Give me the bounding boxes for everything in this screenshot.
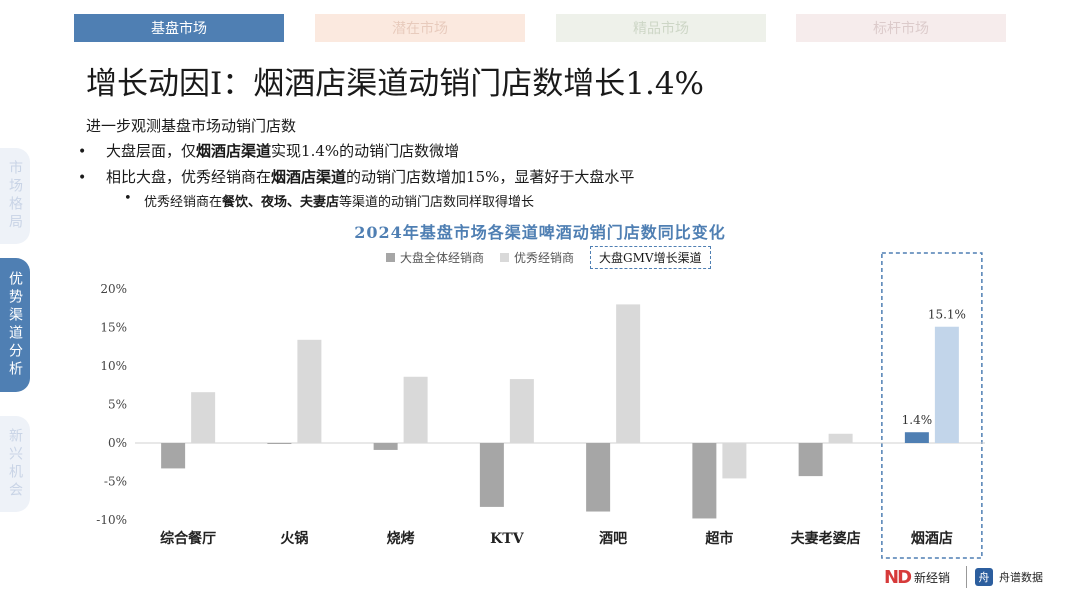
- tab-label: 潜在市场: [392, 21, 448, 37]
- y-tick-label: -5%: [104, 475, 127, 489]
- y-tick-label: 20%: [100, 282, 127, 296]
- bullet-bold: 烟酒店渠道: [271, 168, 347, 186]
- side-tab-label: 市场格局: [7, 160, 23, 232]
- nd-logo-icon: ND: [884, 566, 912, 588]
- tab-potential-market[interactable]: 潜在市场: [315, 14, 525, 42]
- data-label: 1.4%: [902, 413, 933, 427]
- bar-top-dealers: [828, 433, 853, 443]
- bar-all-dealers: [479, 443, 504, 507]
- x-category-label: KTV: [490, 531, 525, 547]
- bar-all-dealers: [161, 443, 186, 469]
- x-category-label: 酒吧: [599, 531, 627, 547]
- tab-benchmark-market[interactable]: 标杆市场: [796, 14, 1006, 42]
- legend-item-top-dealers: 优秀经销商: [500, 249, 574, 266]
- legend-swatch: [386, 253, 395, 262]
- bullet-bold: 餐饮、夜场、夫妻店: [222, 195, 340, 210]
- x-category-label: 夫妻老婆店: [791, 530, 861, 547]
- page-title: 增长动因I：烟酒店渠道动销门店数增长1.4%: [86, 66, 705, 102]
- legend-item-all-dealers: 大盘全体经销商: [386, 249, 484, 266]
- logo-divider: [966, 566, 968, 588]
- bar-top-dealers: [191, 392, 216, 443]
- x-category-label: 烧烤: [387, 530, 415, 547]
- bullet-item: • 大盘层面，仅烟酒店渠道实现1.4%的动销门店数微增: [78, 140, 634, 166]
- bullet-text: 优秀经销商在: [144, 195, 223, 210]
- legend-swatch: [500, 253, 510, 262]
- y-tick-label: 10%: [100, 359, 127, 373]
- legend-highlight-box: 大盘GMV增长渠道: [590, 246, 711, 269]
- bar-all-dealers: [586, 443, 611, 512]
- side-tab-market-landscape[interactable]: 市场格局: [0, 148, 30, 244]
- bullet-text: 大盘层面，仅: [106, 142, 197, 160]
- bullet-bold: 烟酒店渠道: [196, 142, 272, 160]
- intro-text: 进一步观测基盘市场动销门店数: [86, 117, 297, 135]
- legend-label: 大盘全体经销商: [400, 251, 485, 265]
- bar-top-dealers: [297, 339, 322, 443]
- bar-all-dealers: [373, 443, 398, 450]
- bar-all-dealers: [267, 443, 292, 444]
- x-category-label: 超市: [704, 530, 733, 547]
- bullet-item: • 相比大盘，优秀经销商在烟酒店渠道的动销门店数增加15%，显著好于大盘水平: [78, 166, 634, 192]
- market-tabs: 基盘市场 潜在市场 精品市场 标杆市场: [74, 14, 1006, 42]
- x-category-label: 综合餐厅: [160, 530, 216, 547]
- bullet-list: • 大盘层面，仅烟酒店渠道实现1.4%的动销门店数微增 • 相比大盘，优秀经销商…: [78, 140, 634, 192]
- y-tick-label: 5%: [108, 398, 127, 412]
- tab-label: 基盘市场: [151, 21, 207, 37]
- y-tick-label: 0%: [108, 436, 127, 450]
- zhoupu-logo-icon: 舟: [975, 568, 994, 586]
- chart-title: 2024年基盘市场各渠道啤酒动销门店数同比变化: [354, 223, 726, 242]
- bullet-text: 实现1.4%的动销门店数微增: [271, 142, 460, 160]
- bullet-text: 相比大盘，优秀经销商在: [106, 168, 272, 186]
- bar-top-dealers: [509, 379, 534, 443]
- x-category-label: 烟酒店: [911, 530, 953, 547]
- highlight-box: [881, 252, 983, 559]
- x-category-label: 火锅: [280, 531, 308, 547]
- legend-label: 优秀经销商: [514, 251, 575, 265]
- bullet-dot: •: [78, 144, 87, 160]
- tab-label: 精品市场: [633, 21, 689, 37]
- bullet-dot: •: [124, 191, 132, 206]
- side-tab-new-opportunities[interactable]: 新兴机会: [0, 416, 30, 512]
- bar-top-dealers: [403, 376, 428, 443]
- chart-legend: 大盘全体经销商 优秀经销商 大盘GMV增长渠道: [386, 246, 711, 269]
- footer-logos: ND 新经销 舟 舟谱数据: [884, 566, 1043, 588]
- logo-text: 舟谱数据: [999, 571, 1044, 584]
- bar-all-dealers: [692, 443, 717, 519]
- tab-label: 标杆市场: [873, 21, 929, 37]
- y-tick-label: 15%: [100, 321, 127, 335]
- bar-all-dealers: [904, 432, 929, 443]
- y-tick-label: -10%: [96, 513, 127, 527]
- side-tab-label: 优势渠道分析: [7, 271, 23, 379]
- bar-all-dealers: [798, 443, 823, 477]
- bar-top-dealers: [616, 304, 641, 443]
- side-tab-label: 新兴机会: [7, 428, 23, 500]
- bullet-text: 等渠道的动销门店数同样取得增长: [339, 195, 535, 210]
- sub-bullet-item: • 优秀经销商在餐饮、夜场、夫妻店等渠道的动销门店数同样取得增长: [124, 191, 534, 210]
- zhoupu-logo: 舟 舟谱数据: [975, 568, 1043, 586]
- bullet-dot: •: [78, 170, 87, 186]
- bar-top-dealers: [722, 443, 747, 479]
- tab-base-market[interactable]: 基盘市场: [74, 14, 284, 42]
- bullet-text: 的动销门店数增加15%，显著好于大盘水平: [346, 168, 635, 186]
- data-label: 15.1%: [928, 308, 966, 322]
- xinjingxiao-logo: ND 新经销: [884, 567, 950, 588]
- logo-text: 新经销: [914, 570, 951, 585]
- side-tab-channel-analysis[interactable]: 优势渠道分析: [0, 258, 30, 392]
- bar-top-dealers: [934, 326, 959, 443]
- tab-premium-market[interactable]: 精品市场: [556, 14, 766, 42]
